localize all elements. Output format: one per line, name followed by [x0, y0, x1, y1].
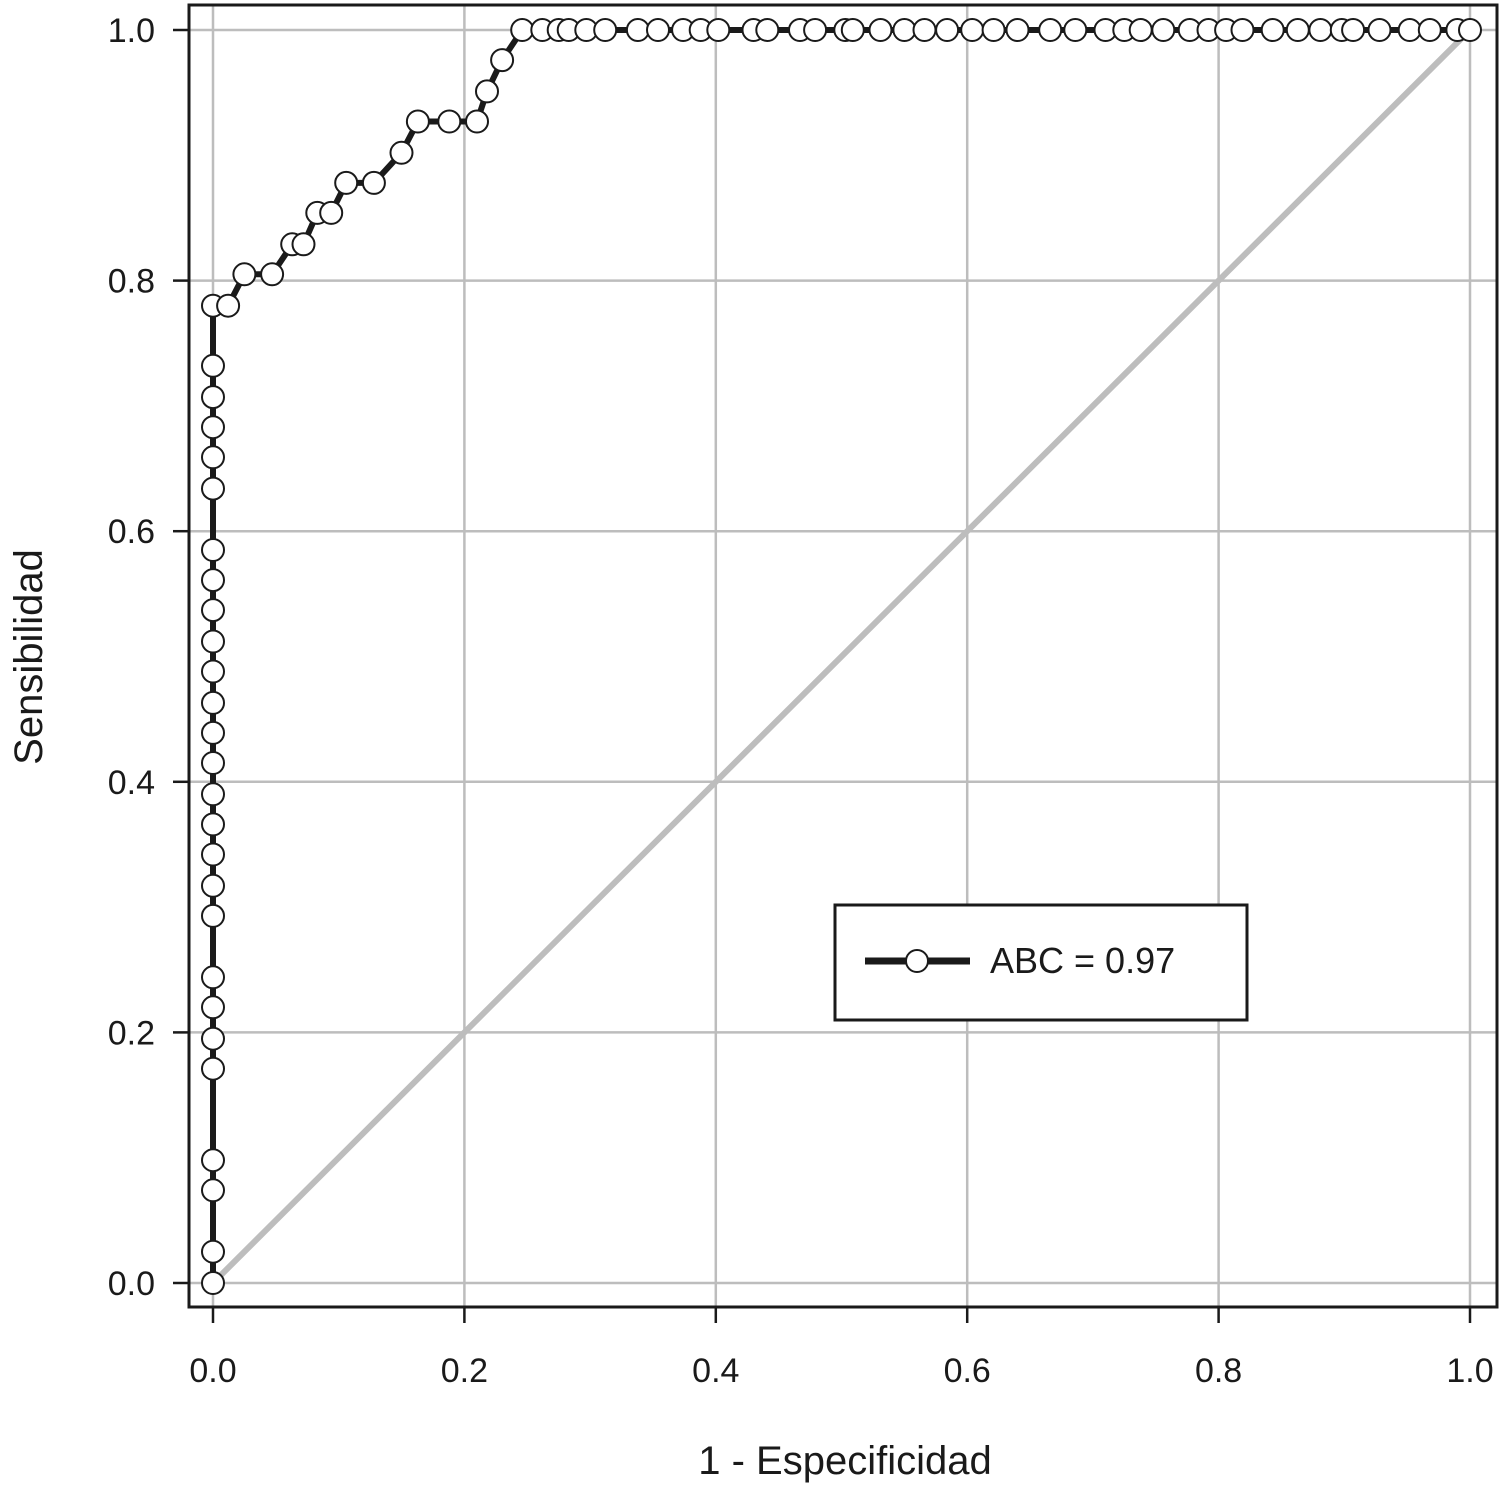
roc-point	[201, 690, 225, 715]
roc-point	[260, 262, 285, 287]
roc-point	[201, 476, 225, 501]
diagonal-line	[210, 27, 1473, 1286]
roc-point	[201, 965, 225, 990]
x-axis-ticks: 0.0 0.2 0.4 0.6 0.8 1.0	[189, 1307, 1494, 1390]
roc-point	[1151, 18, 1176, 42]
legend-label: ABC = 0.97	[990, 940, 1175, 981]
roc-point	[201, 812, 225, 837]
roc-point	[201, 842, 225, 867]
roc-point	[361, 170, 386, 195]
roc-point	[1397, 18, 1422, 42]
roc-point	[593, 18, 618, 42]
x-tick-label: 0.2	[441, 1352, 488, 1390]
legend-marker	[905, 949, 929, 973]
y-axis-ticks: 0.0 0.2 0.4 0.6 0.8 1.0	[108, 12, 189, 1303]
roc-point	[868, 18, 893, 42]
roc-point	[201, 1271, 225, 1295]
y-tick-label: 1.0	[108, 12, 155, 50]
roc-point	[201, 353, 225, 378]
roc-point	[1230, 18, 1255, 42]
roc-point	[960, 18, 985, 42]
x-tick-label: 0.8	[1195, 1352, 1242, 1390]
roc-point	[201, 445, 225, 470]
roc-point	[405, 109, 430, 134]
roc-point	[803, 18, 828, 42]
roc-point	[201, 751, 225, 775]
y-tick-label: 0.6	[108, 513, 155, 551]
roc-point	[1308, 18, 1333, 42]
roc-point	[201, 1148, 225, 1173]
roc-point	[840, 18, 865, 42]
roc-points	[201, 18, 1482, 1295]
roc-point	[1128, 18, 1153, 42]
roc-point	[1038, 18, 1063, 42]
roc-point	[201, 659, 225, 684]
roc-point	[201, 1056, 225, 1081]
roc-point	[232, 262, 257, 287]
grid-lines	[189, 5, 1497, 1307]
x-tick-label: 1.0	[1446, 1352, 1493, 1390]
roc-point	[706, 18, 731, 42]
roc-point	[1341, 18, 1366, 42]
roc-point	[319, 200, 344, 225]
roc-point	[201, 903, 225, 928]
roc-point	[465, 109, 489, 134]
roc-point	[201, 568, 225, 593]
x-tick-label: 0.0	[189, 1352, 236, 1390]
roc-point	[201, 415, 225, 440]
roc-point	[1005, 18, 1030, 42]
roc-point	[755, 18, 780, 42]
x-tick-label: 0.6	[944, 1352, 991, 1390]
roc-point	[201, 629, 225, 654]
roc-point	[437, 109, 462, 134]
roc-point	[201, 873, 225, 898]
y-tick-label: 0.0	[108, 1265, 155, 1303]
roc-point	[389, 140, 414, 165]
roc-point	[201, 1026, 225, 1051]
roc-point	[490, 48, 515, 73]
x-axis-title: 1 - Especificidad	[698, 1439, 991, 1483]
roc-point	[201, 538, 225, 562]
roc-point	[334, 170, 359, 195]
x-tick-label: 0.4	[692, 1352, 739, 1390]
roc-point	[201, 1239, 225, 1264]
y-tick-label: 0.4	[108, 764, 155, 802]
roc-point	[510, 18, 535, 42]
roc-point	[201, 598, 225, 623]
roc-point	[475, 79, 499, 104]
y-tick-label: 0.2	[108, 1014, 155, 1052]
legend: ABC = 0.97	[833, 903, 1249, 1022]
roc-point	[1063, 18, 1088, 42]
y-axis-title: Sensibilidad	[7, 549, 51, 765]
roc-point	[1417, 18, 1442, 42]
roc-point	[892, 18, 917, 42]
plot-frame	[187, 3, 1499, 1309]
roc-point	[912, 18, 937, 42]
roc-point	[201, 385, 225, 410]
y-tick-label: 0.8	[108, 263, 155, 301]
roc-point	[981, 18, 1006, 42]
roc-point	[201, 720, 225, 745]
roc-point	[201, 995, 225, 1020]
reference-diagonal	[210, 27, 1473, 1286]
roc-point	[201, 1178, 225, 1203]
roc-point	[1458, 18, 1482, 42]
roc-point	[625, 18, 650, 42]
roc-point	[1260, 18, 1285, 42]
roc-point	[646, 18, 670, 42]
roc-point	[291, 232, 316, 257]
roc-point	[1285, 18, 1310, 42]
roc-point	[201, 782, 225, 807]
roc-point	[216, 293, 241, 318]
roc-point	[935, 18, 960, 42]
roc-point	[1367, 18, 1392, 42]
